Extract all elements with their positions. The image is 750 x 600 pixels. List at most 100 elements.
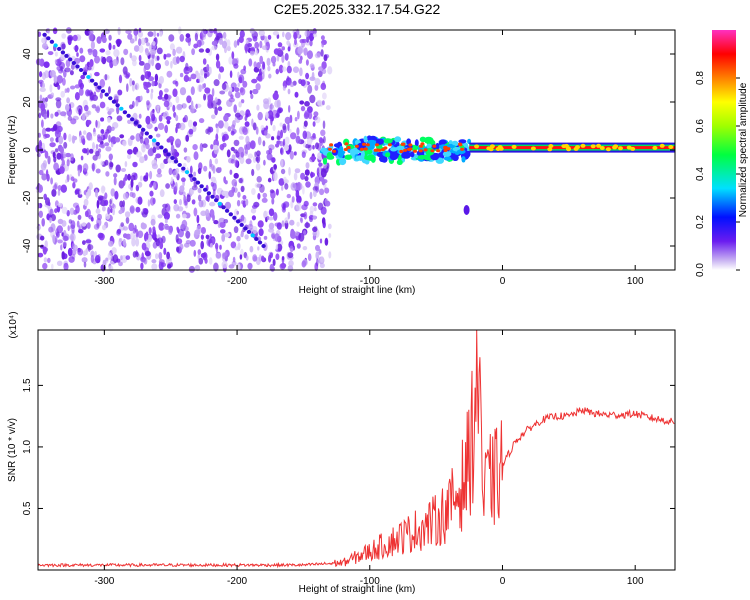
spectrogram-noise-dot	[222, 252, 229, 260]
signal-peak-dot	[360, 147, 364, 151]
signal-blob-dot	[337, 150, 344, 158]
signal-peak-dot	[413, 149, 417, 153]
spectrogram-noise-dot	[110, 142, 114, 148]
spectrogram-noise-dot	[157, 122, 165, 130]
spectrogram-noise-dot	[149, 190, 154, 197]
spectrogram-noise-dot	[200, 234, 204, 240]
spectrogram-noise-dot	[237, 71, 240, 79]
spectrogram-noise-dot	[188, 128, 194, 135]
spectrogram-noise-dot	[74, 92, 80, 101]
spectrogram-noise-dot	[254, 49, 259, 56]
signal-blob-dot	[406, 138, 411, 145]
spectrogram-noise-dot	[237, 82, 240, 88]
spectrogram-noise-dot	[232, 256, 236, 263]
spectrogram-noise-dot	[38, 132, 41, 138]
spectrogram-noise-dot	[294, 168, 301, 174]
spectrogram-noise-dot	[86, 61, 90, 67]
spectrogram-noise-dot	[314, 84, 319, 91]
signal-band-dot	[590, 144, 596, 149]
spectrogram-noise-dot	[324, 237, 329, 246]
spectrogram-noise-dot	[191, 199, 196, 205]
figure-title: C2E5.2025.332.17.54.G22	[274, 1, 441, 17]
spectrogram-noise-dot	[159, 162, 165, 169]
spectrogram-noise-dot	[236, 235, 241, 242]
spectrogram-noise-dot	[135, 184, 140, 192]
spectrogram-noise-dot	[230, 158, 235, 164]
spectrogram-noise-dot	[263, 235, 268, 240]
spectrogram-noise-dot	[309, 39, 313, 47]
spectrogram-noise-dot	[214, 242, 219, 250]
spectrogram-noise-dot	[213, 262, 219, 272]
spectrogram-noise-dot	[100, 144, 105, 149]
spectrogram-noise-dot	[300, 79, 306, 87]
spectrogram-noise-dot	[251, 188, 256, 195]
spectrogram-noise-dot	[198, 76, 204, 83]
spectrogram-noise-dot	[187, 38, 191, 47]
spectrogram-noise-dot	[208, 171, 212, 180]
spectrogram-noise-dot	[130, 135, 135, 141]
spectrogram-noise-dot	[131, 80, 135, 86]
spectrogram-noise-dot	[135, 100, 139, 107]
diagonal-trace-dot	[177, 163, 182, 167]
x-tick-label: -300	[94, 576, 114, 587]
diagonal-trace-dot	[137, 124, 142, 129]
spectrogram-noise-dot	[299, 100, 305, 105]
spectrogram-noise-dot	[287, 122, 290, 131]
spectrogram-noise-dot	[139, 156, 145, 164]
spectrogram-noise-dot	[56, 152, 62, 160]
spectrogram-noise-dot	[135, 251, 139, 258]
spectrogram-noise-dot	[105, 257, 109, 262]
spectrogram-noise-dot	[198, 257, 204, 265]
signal-band-dot	[613, 144, 619, 149]
spectrogram-noise-dot	[108, 240, 114, 247]
spectrogram-noise-dot	[230, 82, 237, 89]
spectrogram-noise-dot	[82, 130, 87, 135]
spectrogram-noise-dot	[280, 168, 286, 175]
spectrogram-noise-dot	[322, 120, 326, 129]
spectrogram-noise-dot	[231, 124, 236, 130]
diagonal-trace-dot	[162, 149, 168, 153]
spectrogram-noise-dot	[43, 193, 47, 200]
spectrogram-noise-dot	[140, 37, 146, 46]
spectrogram-noise-dot	[41, 218, 45, 227]
spectrogram-noise-dot	[138, 54, 142, 62]
spectrogram-noise-dot	[139, 175, 143, 182]
spectrogram-noise-dot	[219, 221, 226, 228]
spectrogram-noise-dot	[156, 55, 160, 61]
signal-blob-dot	[396, 159, 403, 165]
spectrogram-noise-dot	[99, 78, 106, 88]
signal-peak-dot	[354, 144, 359, 148]
spectrogram-noise-dot	[218, 66, 225, 73]
spectrogram-noise-dot	[226, 39, 231, 48]
spectrogram-noise-dot	[281, 54, 285, 63]
spectrogram-noise-dot	[140, 262, 144, 270]
spectrogram-noise-dot	[198, 118, 205, 124]
spectrogram-noise-dot	[262, 71, 265, 80]
spectrogram-noise-dot	[281, 256, 285, 264]
spectrogram-noise-dot	[57, 185, 62, 191]
spectrogram-noise-dot	[143, 154, 148, 161]
spectrogram-noise-dot	[246, 113, 249, 118]
spectrogram-noise-dot	[163, 53, 167, 60]
spectrogram-noise-dot	[288, 144, 292, 153]
signal-blob-dot	[390, 147, 398, 152]
spectrogram-noise-dot	[119, 200, 124, 208]
signal-blob-dot	[423, 136, 434, 144]
spectrogram-noise-dot	[104, 192, 108, 200]
signal-blob-dot	[389, 151, 399, 160]
signal-peak-dot	[432, 144, 437, 148]
spectrogram-noise-dot	[123, 233, 128, 239]
signal-band-dot	[668, 145, 674, 149]
spectrogram-noise-dot	[314, 52, 321, 59]
signal-peak-dot	[443, 148, 448, 152]
diagonal-trace-dot	[199, 184, 204, 189]
spectrogram-noise-dot	[233, 40, 238, 48]
spectrogram-noise-dot	[261, 255, 265, 262]
spectrogram-noise-dot	[295, 189, 300, 199]
spectrogram-noise-dot	[278, 178, 285, 186]
spectrogram-noise-dot	[137, 181, 143, 188]
signal-blob-dot	[394, 136, 402, 143]
spectrogram-noise-dot	[122, 226, 128, 231]
spectrogram-noise-dot	[252, 254, 258, 262]
